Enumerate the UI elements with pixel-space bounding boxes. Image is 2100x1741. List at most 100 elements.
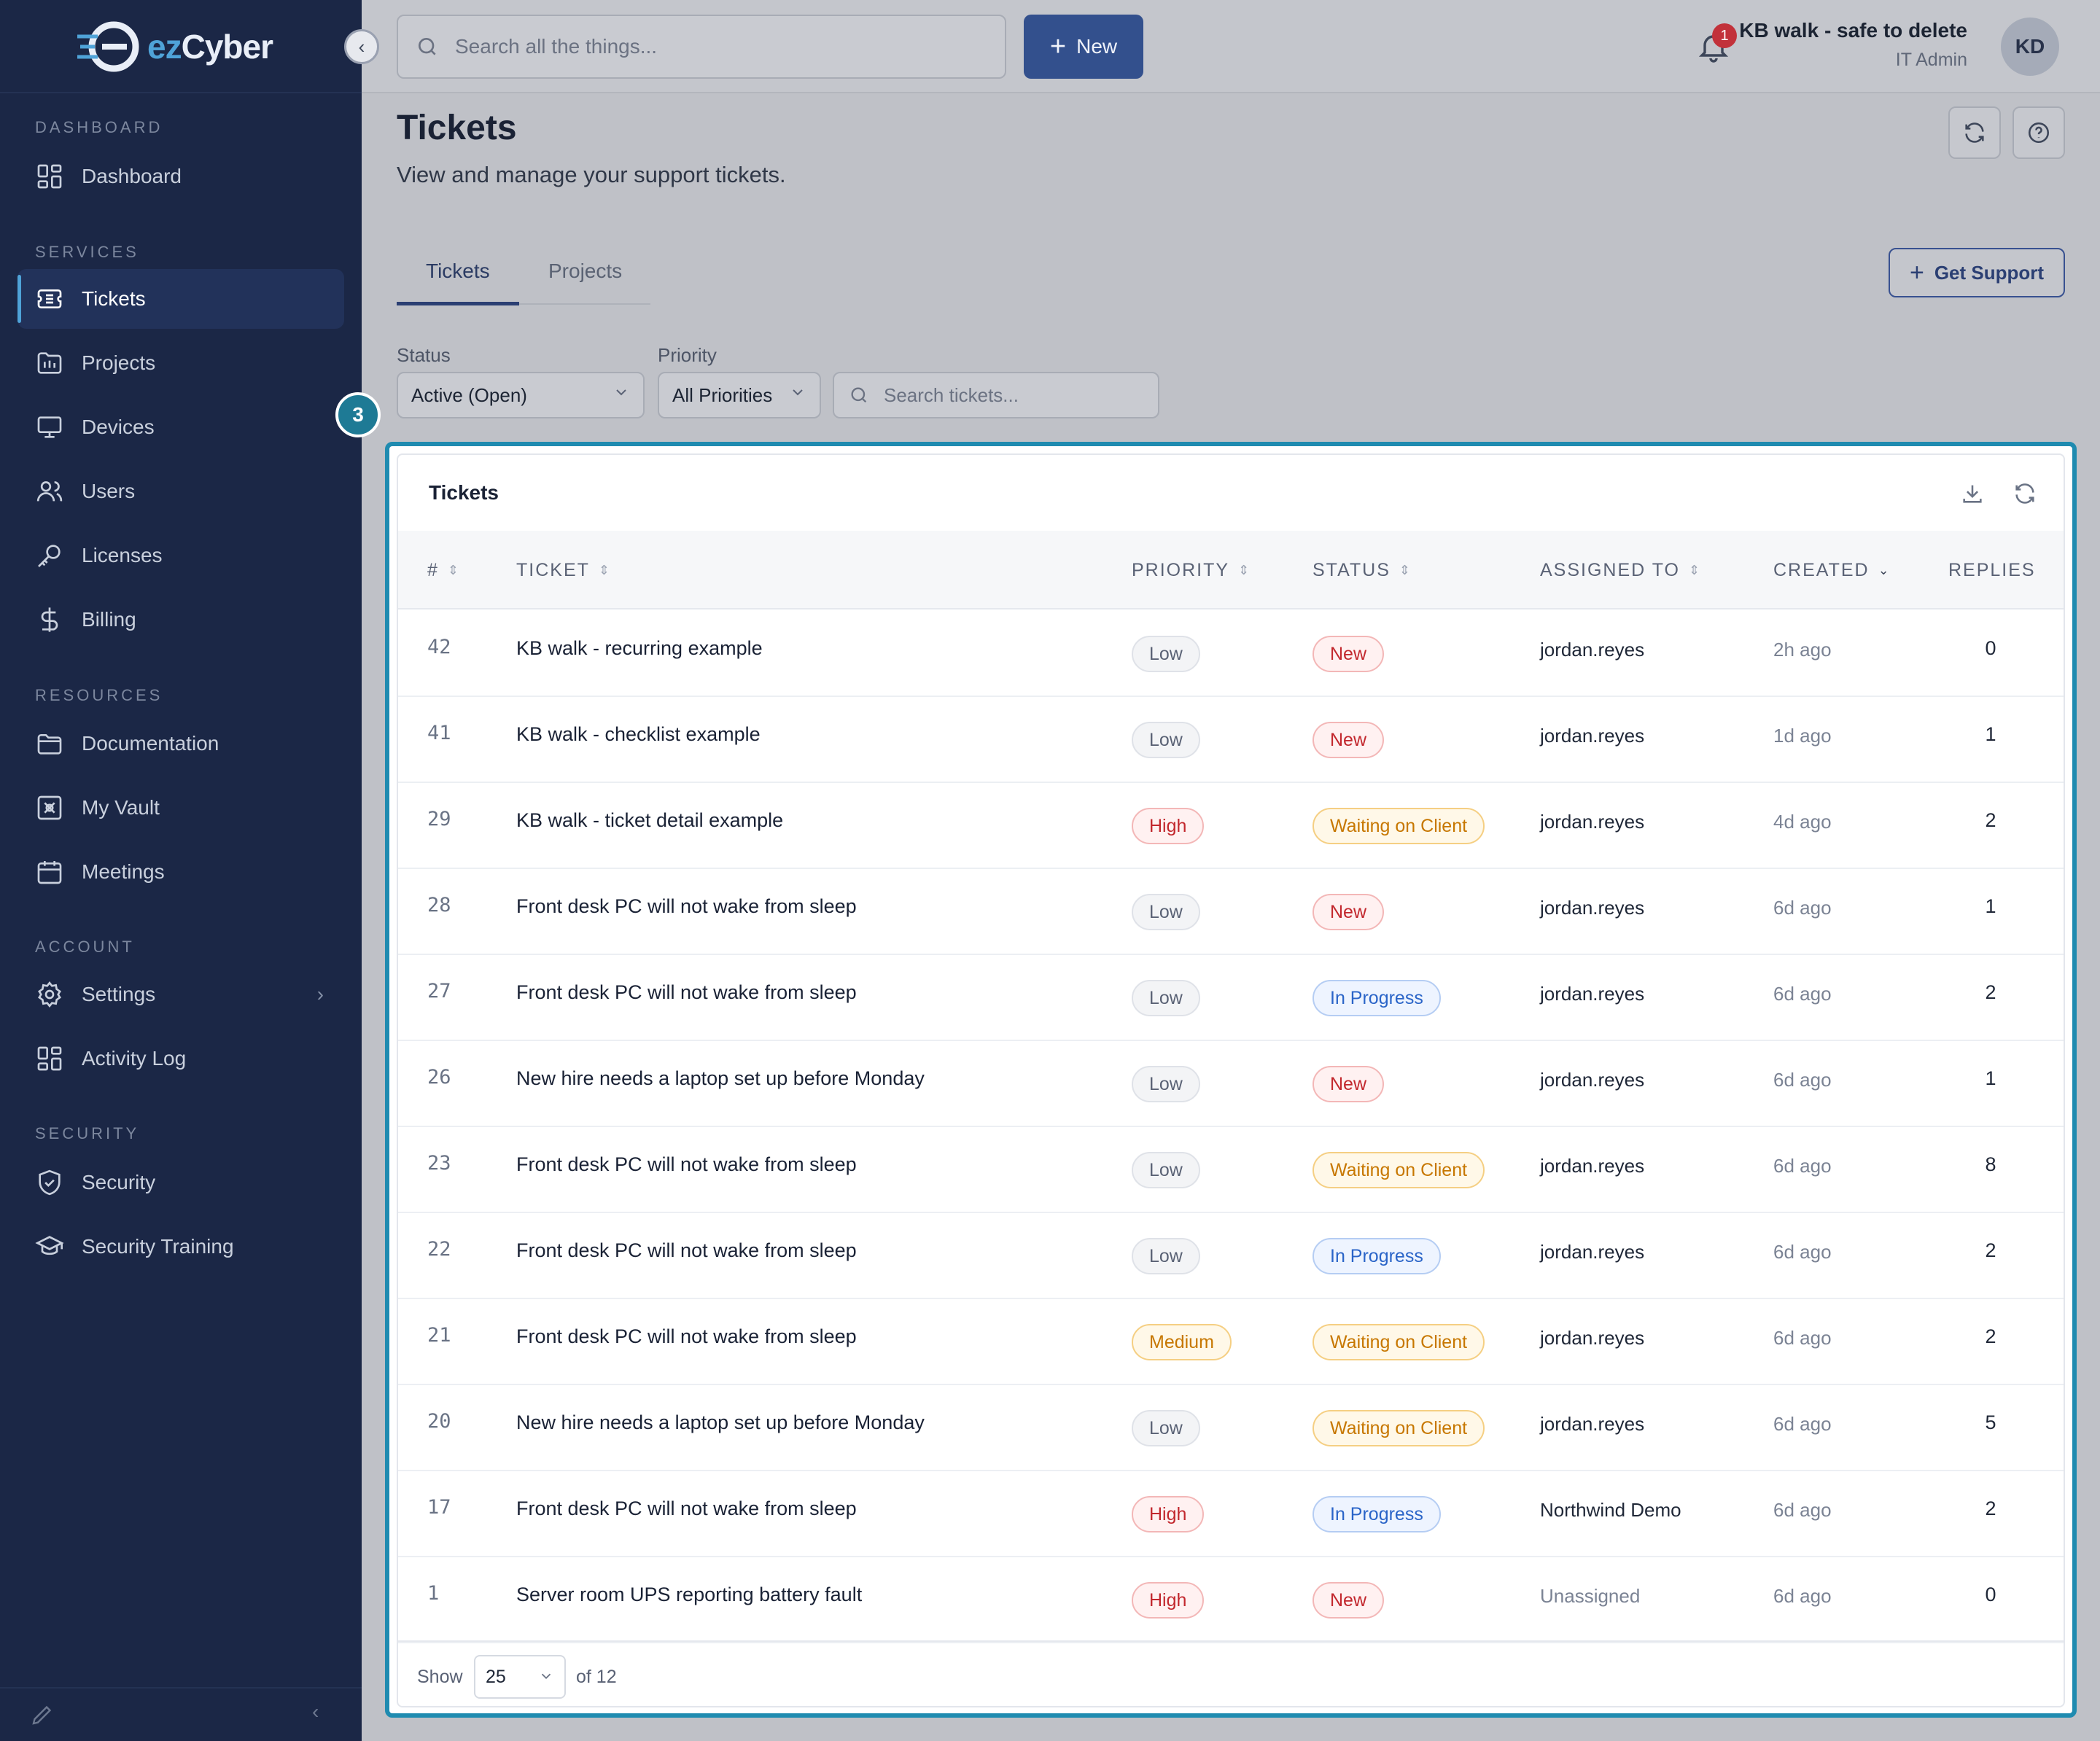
avatar[interactable]: KD: [2001, 17, 2059, 76]
table-row[interactable]: 1 Server room UPS reporting battery fault…: [398, 1557, 2064, 1643]
table-row[interactable]: 42 KB walk - recurring example Low New jorda…: [398, 611, 2064, 697]
section-resources: RESOURCES: [35, 686, 163, 704]
sidebar-item-dashboard[interactable]: Dashboard: [18, 147, 344, 206]
ticket-search-input[interactable]: Search tickets...: [833, 372, 1159, 418]
pencil-icon[interactable]: [29, 1702, 55, 1728]
ticket-title-link[interactable]: Front desk PC will not wake from sleep: [516, 1239, 857, 1261]
sidebar-item-tickets[interactable]: Tickets: [18, 269, 344, 329]
sidebar-item-label: Users: [82, 480, 136, 502]
column-header-assigned-to[interactable]: ASSIGNED TO ⇕: [1540, 560, 1702, 580]
status-badge: New: [1312, 1066, 1385, 1102]
sidebar-item-activity-log[interactable]: Activity Log: [18, 1029, 344, 1088]
get-support-label: Get Support: [1934, 261, 2045, 284]
priority-filter-select[interactable]: All Priorities: [658, 372, 821, 418]
download-icon[interactable]: [1960, 481, 1985, 506]
ezcyber-logo-icon: [77, 21, 139, 72]
column-header-created[interactable]: CREATED ⌄: [1773, 560, 1891, 580]
table-row[interactable]: 17 Front desk PC will not wake from sleep…: [398, 1471, 2064, 1557]
gear-icon: [38, 981, 61, 1008]
sidebar-item-settings[interactable]: Settings ›: [18, 965, 344, 1024]
created-time: 6d ago: [1773, 1327, 1832, 1349]
ticket-title-link[interactable]: KB walk - recurring example: [516, 637, 763, 659]
sidebar-item-devices[interactable]: Devices: [18, 397, 344, 457]
assigned-to: jordan.reyes: [1540, 811, 1645, 833]
sidebar-item-meetings[interactable]: Meetings: [18, 842, 344, 902]
column-header-number[interactable]: # ⇕: [427, 560, 460, 580]
ticket-number: 20: [427, 1410, 451, 1433]
brand-logo[interactable]: ezCyber: [76, 16, 273, 77]
page-title: Tickets: [397, 109, 517, 147]
column-header-priority[interactable]: PRIORITY ⇕: [1132, 560, 1251, 580]
chevron-down-icon: [541, 1673, 551, 1680]
status-badge: New: [1312, 722, 1385, 758]
ticket-title-link[interactable]: Server room UPS reporting battery fault: [516, 1584, 863, 1605]
tab-tickets[interactable]: Tickets: [426, 260, 490, 282]
sidebar-item-my-vault[interactable]: My Vault: [18, 778, 344, 838]
created-time: 6d ago: [1773, 1241, 1832, 1263]
section-account: ACCOUNT: [35, 938, 135, 956]
page-size-select[interactable]: 25: [474, 1655, 566, 1699]
status-badge: New: [1312, 1582, 1385, 1619]
sidebar-item-security[interactable]: Security: [18, 1153, 344, 1212]
collapse-sidebar-icon[interactable]: ‹: [312, 1700, 319, 1723]
active-tab-indicator: [397, 302, 519, 305]
help-button[interactable]: [2012, 106, 2065, 159]
refresh-page-button[interactable]: [1948, 106, 2001, 159]
reply-count: 1: [1985, 895, 1996, 917]
status-badge: Waiting on Client: [1312, 1324, 1485, 1360]
sort-icon: ⇕: [1238, 563, 1251, 577]
sidebar-item-billing[interactable]: Billing: [18, 590, 344, 650]
table-row[interactable]: 27 Front desk PC will not wake from sleep…: [398, 955, 2064, 1041]
refresh-icon[interactable]: [2012, 481, 2037, 506]
status-badge: In Progress: [1312, 980, 1441, 1016]
created-time: 6d ago: [1773, 1499, 1832, 1521]
table-row[interactable]: 21 Front desk PC will not wake from sleep…: [398, 1299, 2064, 1385]
get-support-button[interactable]: + Get Support: [1889, 248, 2065, 297]
column-header-replies[interactable]: REPLIES: [1948, 560, 2036, 580]
table-row[interactable]: 29 KB walk - ticket detail example High Wai…: [398, 783, 2064, 869]
ticket-title-link[interactable]: Front desk PC will not wake from sleep: [516, 1153, 857, 1175]
reply-count: 2: [1985, 1325, 1996, 1347]
help-icon: [2028, 122, 2050, 144]
column-header-ticket[interactable]: TICKET ⇕: [516, 560, 611, 580]
reply-count: 2: [1985, 1497, 1996, 1519]
collapse-sidebar-button[interactable]: ‹: [344, 29, 379, 64]
ticket-title-link[interactable]: KB walk - ticket detail example: [516, 809, 784, 831]
table-row[interactable]: 28 Front desk PC will not wake from sleep…: [398, 869, 2064, 955]
ticket-title-link[interactable]: New hire needs a laptop set up before Mo…: [516, 1411, 925, 1433]
tickets-table-card: Tickets # ⇕ TICKET ⇕ PRIORITY ⇕ STATUS ⇕ ASS…: [397, 453, 2065, 1707]
table-row[interactable]: 26 New hire needs a laptop set up before …: [398, 1041, 2064, 1127]
table-row[interactable]: 20 New hire needs a laptop set up before …: [398, 1385, 2064, 1471]
sidebar-item-projects[interactable]: Projects: [18, 333, 344, 393]
sidebar-item-licenses[interactable]: Licenses: [18, 526, 344, 585]
global-search-input[interactable]: Search all the things...: [397, 15, 1006, 79]
ticket-icon: [37, 289, 62, 308]
step-marker: 3: [335, 392, 381, 437]
new-button[interactable]: + New: [1024, 15, 1143, 79]
table-row[interactable]: 23 Front desk PC will not wake from sleep…: [398, 1127, 2064, 1213]
reply-count: 2: [1985, 1239, 1996, 1261]
ticket-title-link[interactable]: Front desk PC will not wake from sleep: [516, 1325, 857, 1347]
ticket-title-link[interactable]: Front desk PC will not wake from sleep: [516, 1497, 857, 1519]
ticket-title-link[interactable]: Front desk PC will not wake from sleep: [516, 981, 857, 1003]
column-header-status[interactable]: STATUS ⇕: [1312, 560, 1412, 580]
projects-icon: [37, 352, 62, 374]
table-row[interactable]: 41 KB walk - checklist example Low New jorda…: [398, 697, 2064, 783]
ticket-title-link[interactable]: Front desk PC will not wake from sleep: [516, 895, 857, 917]
sidebar-item-security-training[interactable]: Security Training: [18, 1217, 344, 1277]
ticket-title-link[interactable]: New hire needs a laptop set up before Mo…: [516, 1067, 925, 1089]
table-row[interactable]: 22 Front desk PC will not wake from sleep…: [398, 1213, 2064, 1299]
status-badge: New: [1312, 636, 1385, 672]
brand-name: ezCyber: [147, 28, 273, 66]
ticket-title-link[interactable]: KB walk - checklist example: [516, 723, 761, 745]
sidebar-item-label: Activity Log: [82, 1047, 187, 1070]
total-count-label: of 12: [576, 1667, 617, 1687]
table-footer: Show 25 of 12: [398, 1640, 2064, 1706]
status-filter-label: Status: [397, 344, 451, 366]
sidebar-item-documentation[interactable]: Documentation: [18, 714, 344, 774]
chevron-down-icon: [793, 389, 803, 396]
sidebar-item-users[interactable]: Users: [18, 461, 344, 521]
user-name[interactable]: KB walk - safe to delete: [1739, 19, 1967, 42]
tab-projects[interactable]: Projects: [548, 260, 623, 282]
status-filter-select[interactable]: Active (Open): [397, 372, 645, 418]
